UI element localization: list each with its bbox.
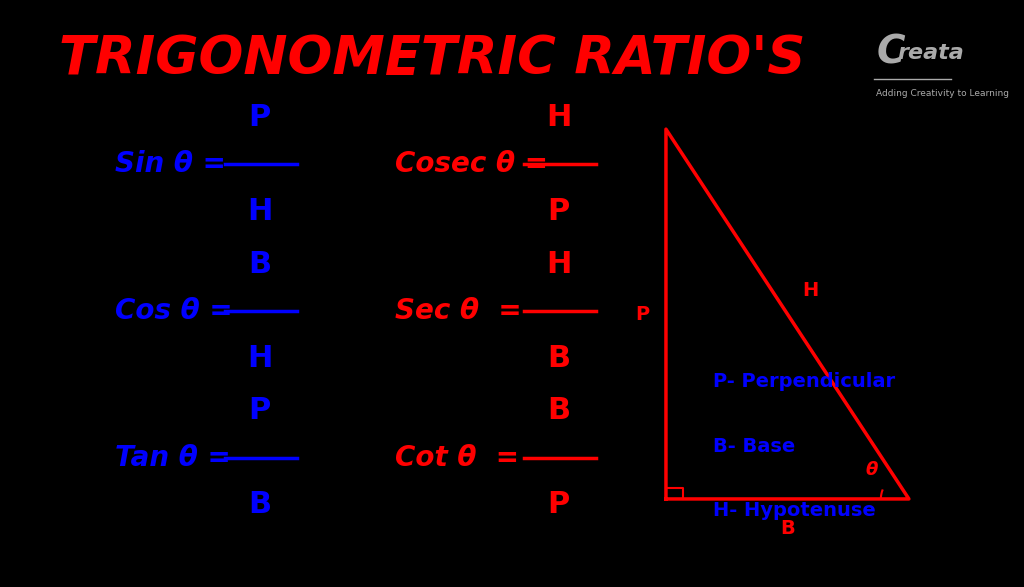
Text: H: H [803,281,819,300]
Text: Sec θ  =: Sec θ = [395,297,521,325]
Text: P: P [249,396,270,426]
Text: H: H [546,103,571,132]
Text: P: P [548,197,569,226]
Text: θ: θ [865,461,878,478]
Text: Cosec θ =: Cosec θ = [395,150,548,178]
Text: H: H [546,249,571,279]
Text: B- Base: B- Base [713,437,795,456]
Text: B: B [248,249,271,279]
Text: P: P [249,103,270,132]
Text: Sin θ =: Sin θ = [115,150,225,178]
Text: B: B [547,396,570,426]
Text: Adding Creativity to Learning: Adding Creativity to Learning [877,89,1010,99]
Text: Tan θ =: Tan θ = [115,444,230,472]
Text: P: P [548,490,569,519]
Text: B: B [780,519,795,538]
Text: P: P [636,305,649,323]
Text: H: H [247,197,272,226]
Text: Cos θ =: Cos θ = [115,297,232,325]
Text: H- Hypotenuse: H- Hypotenuse [713,501,876,520]
Text: P- Perpendicular: P- Perpendicular [713,372,895,391]
Text: B: B [547,343,570,373]
Text: reata: reata [898,43,965,63]
Text: B: B [248,490,271,519]
Text: TRIGONOMETRIC RATIO'S: TRIGONOMETRIC RATIO'S [59,33,806,85]
Text: C: C [877,34,905,72]
Text: H: H [247,343,272,373]
Text: Cot θ  =: Cot θ = [395,444,519,472]
